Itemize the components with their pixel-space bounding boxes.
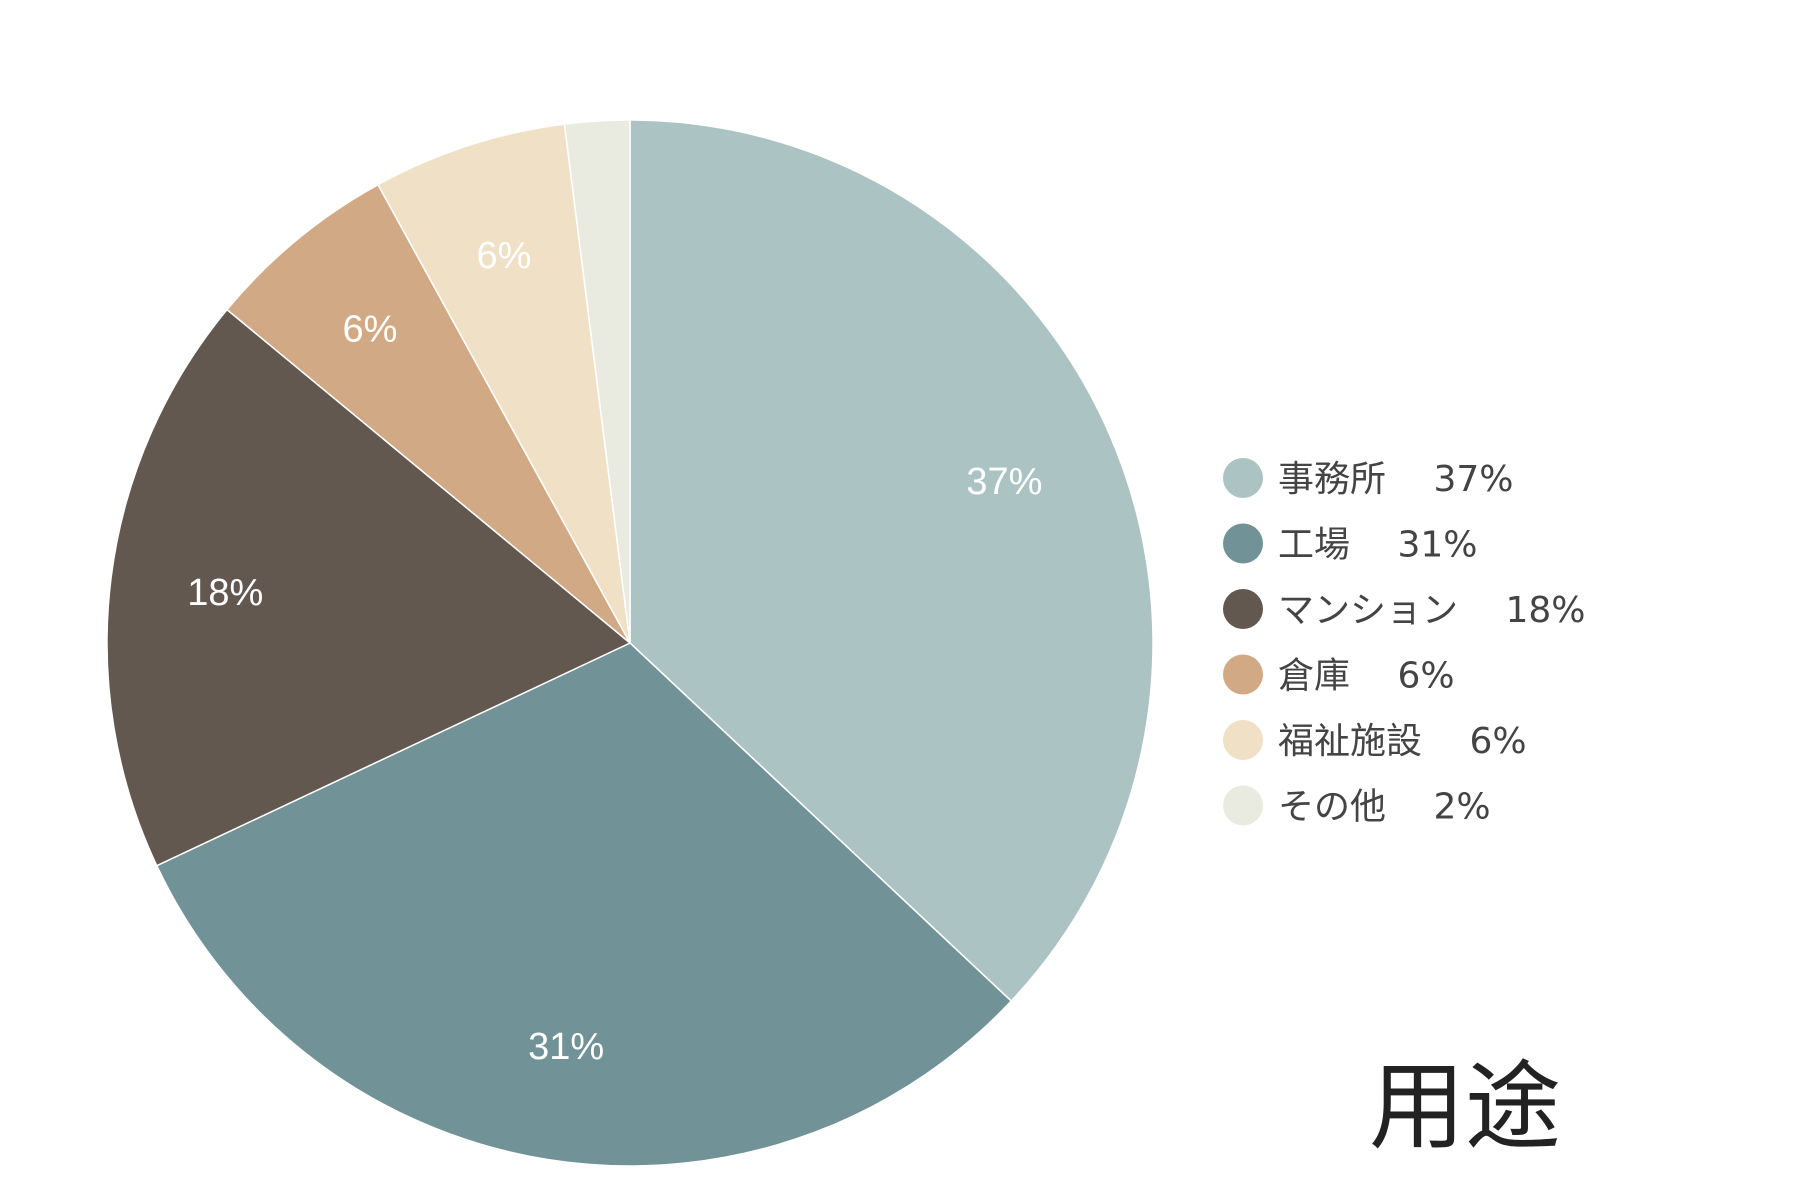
legend-swatch-2 — [1223, 589, 1263, 629]
legend-label-0: 事務所 37% — [1278, 459, 1513, 500]
chart-title: 用途 — [1369, 1051, 1561, 1163]
pie-slice-4 — [377, 123, 631, 644]
slice-label-0: 37% — [966, 461, 1042, 503]
legend-label-2: マンション 18% — [1278, 590, 1585, 631]
pie-slice-2 — [106, 308, 632, 867]
legend-label-3: 倉庫 6% — [1278, 656, 1455, 697]
legend-swatch-0 — [1223, 458, 1263, 498]
pie-slice-3 — [225, 183, 631, 644]
pie-slice-0 — [629, 119, 1154, 1003]
pie-slices — [106, 119, 1154, 1167]
legend-swatch-3 — [1223, 654, 1263, 695]
legend-swatch-4 — [1223, 720, 1263, 760]
slice-label-4: 6% — [476, 235, 531, 277]
legend-label-5: その他 2% — [1278, 787, 1491, 828]
legend-swatch-1 — [1223, 523, 1263, 564]
slice-label-2: 18% — [187, 572, 263, 614]
legend-label-4: 福祉施設 6% — [1278, 721, 1527, 762]
slice-label-1: 31% — [528, 1026, 604, 1068]
pie-slice-5 — [563, 119, 631, 644]
legend-label-1: 工場 31% — [1278, 525, 1477, 566]
slice-labels: 37% 31% 18% 6% 6% — [187, 235, 1042, 1068]
pie-slice-1 — [155, 642, 1013, 1167]
legend-swatch-5 — [1223, 785, 1263, 826]
legend: 事務所 37% 工場 31% マンション 18% 倉庫 6% 福祉施設 6% その他 2% — [1223, 458, 1585, 828]
slice-label-3: 6% — [343, 309, 398, 351]
